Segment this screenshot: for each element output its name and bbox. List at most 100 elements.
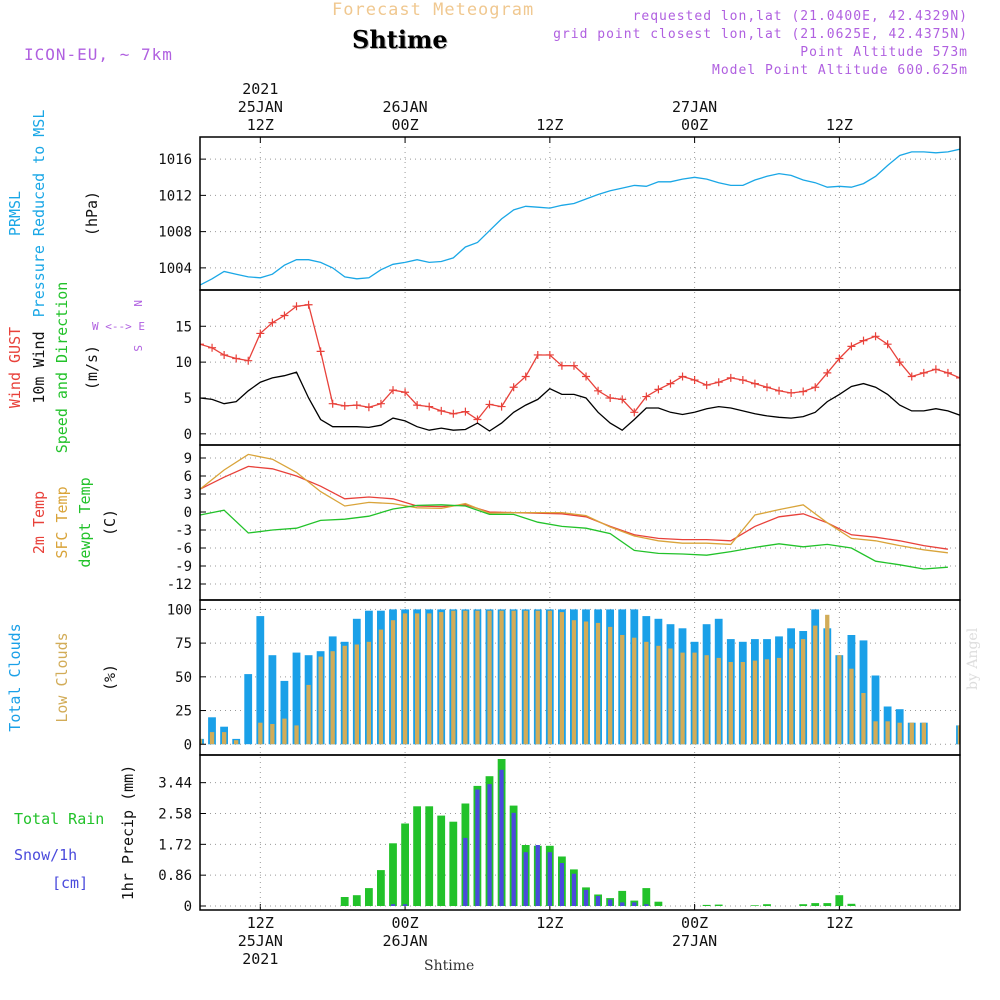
pressure-label: (hPa) (83, 191, 101, 236)
gust-marker (847, 342, 856, 351)
gust-marker (461, 407, 470, 416)
pressure-ytick-label: 1012 (158, 188, 192, 204)
gust-marker (606, 393, 615, 402)
bar-snow-1h (632, 902, 637, 906)
top-time-label: 25JAN (238, 98, 283, 116)
gust-marker (280, 311, 289, 320)
clouds-ytick-label: 0 (184, 737, 192, 753)
bar-total-rain (449, 821, 458, 906)
bar-low-clouds (487, 610, 492, 745)
bar-low-clouds (716, 657, 721, 745)
bar-total-rain (823, 903, 832, 906)
bar-total-rain (352, 895, 361, 906)
wind-label: Speed and Direction (53, 282, 71, 454)
gust-marker (931, 365, 940, 374)
model-altitude: Model Point Altitude 600.625m (712, 63, 968, 78)
bar-low-clouds (547, 610, 552, 745)
bar-low-clouds (813, 625, 818, 745)
bar-snow-1h (608, 899, 613, 906)
clouds-plot-area (200, 608, 960, 745)
clouds-panel: 0 25 50 75 100 Total Clouds Low Clouds (%) (6, 599, 961, 756)
gust-marker (244, 356, 253, 365)
precip-axis-label: 1hr Precip (mm) (119, 765, 137, 900)
bar-low-clouds (656, 645, 661, 745)
bar-total-rain (835, 895, 844, 906)
gust-marker (521, 372, 530, 381)
gust-marker (835, 354, 844, 363)
bar-total-rain (618, 890, 627, 906)
bar-total-clouds (256, 616, 265, 745)
pressure-ytick-label: 1004 (158, 261, 192, 277)
temperature-ytick-label: -6 (175, 541, 192, 557)
bar-low-clouds (306, 684, 311, 745)
bar-total-rain (714, 904, 723, 906)
bar-low-clouds (861, 693, 866, 745)
temperature-label: dewpt Temp (76, 477, 94, 567)
gust-marker (413, 401, 422, 410)
gust-marker (594, 386, 603, 395)
bottom-time-label: 00Z (681, 914, 708, 932)
pressure-label: PRMSL (6, 191, 24, 236)
bottom-time-label: 12Z (536, 914, 563, 932)
gust-marker (533, 350, 542, 359)
compass-south: S (131, 345, 144, 352)
bar-low-clouds (209, 732, 215, 745)
snow-unit-label: [cm] (52, 874, 88, 892)
bar-low-clouds (583, 621, 589, 745)
precip-ytick-label: 1.72 (158, 837, 192, 853)
bar-low-clouds (632, 637, 637, 745)
bar-total-rain (654, 901, 663, 906)
bar-low-clouds (451, 610, 456, 745)
gust-marker (425, 402, 434, 411)
wind-label: (m/s) (83, 345, 101, 390)
bar-total-rain (413, 806, 421, 906)
bar-total-rain (425, 806, 434, 906)
temperature-label: (C) (101, 509, 119, 536)
series-wind-gust (200, 304, 960, 421)
clouds-ytick-label: 100 (167, 602, 192, 618)
wind-panel: 0 5 10 15 Wind GUST 10m Wind Speed and Directi… (6, 282, 961, 454)
gust-marker (702, 381, 711, 390)
temperature-ytick-label: 6 (184, 469, 192, 485)
gust-marker (642, 392, 651, 401)
top-time-label: 26JAN (383, 98, 428, 116)
bar-low-clouds (535, 610, 540, 745)
bar-low-clouds (294, 725, 299, 745)
precip-ytick-label: 0.86 (158, 868, 192, 884)
gust-marker (304, 300, 313, 309)
wind-label: 10m Wind (30, 331, 48, 403)
bar-total-clouds (859, 640, 868, 745)
gust-marker (787, 388, 796, 397)
bar-low-clouds (776, 657, 782, 745)
snow-legend-label: Snow/1h (14, 846, 77, 864)
bar-low-clouds (342, 645, 347, 745)
compass-north: N (131, 300, 144, 307)
bar-total-clouds (292, 652, 301, 745)
bar-low-clouds (801, 639, 806, 745)
bar-low-clouds (499, 610, 504, 745)
bar-low-clouds (680, 652, 685, 745)
gust-marker (316, 347, 325, 356)
gust-marker (750, 379, 759, 388)
bar-total-rain (847, 903, 856, 906)
gust-marker (907, 372, 916, 381)
temperature-ytick-label: 9 (184, 451, 192, 467)
bar-low-clouds (354, 644, 359, 745)
clouds-label: (%) (101, 664, 119, 691)
footer-location: Shtime (424, 958, 475, 974)
top-time-label: 00Z (681, 116, 708, 134)
bar-low-clouds (200, 738, 203, 745)
temperature-panel: 9 6 3 0 -3 -6 -9 -12 2m Temp SFC Temp dewpt Temp (C… (30, 444, 961, 601)
bar-low-clouds (234, 740, 239, 745)
bottom-time-label: 26JAN (383, 932, 428, 950)
bar-low-clouds (439, 612, 444, 745)
point-altitude: Point Altitude 573m (800, 45, 968, 60)
bar-low-clouds (704, 655, 709, 745)
bar-low-clouds (523, 610, 528, 745)
series-2m-temp (200, 465, 948, 550)
bar-snow-1h (499, 769, 504, 906)
bar-snow-1h (583, 889, 589, 906)
gust-marker (545, 350, 554, 359)
precip-frame (199, 754, 961, 911)
bar-low-clouds (571, 620, 577, 745)
